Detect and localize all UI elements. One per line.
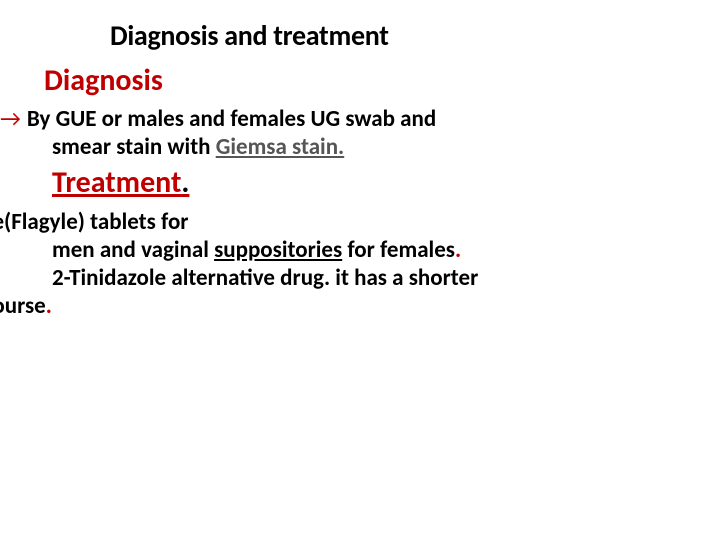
treatment-heading-dot: . (181, 164, 189, 201)
treatment-text-2a: men and vaginal (52, 236, 214, 264)
slide-title: Diagnosis and treatment (110, 18, 389, 53)
treatment-heading-text: Treatment (52, 164, 181, 201)
slide: Diagnosis and treatment Diagnosis →By GU… (0, 0, 720, 540)
diagnosis-line-2: smear stain with Giemsa stain. (52, 133, 344, 161)
treatment-line-4: ent course. (0, 292, 52, 320)
diagnosis-text-2a: smear stain with (52, 133, 216, 161)
red-period-2: . (46, 292, 52, 320)
diagnosis-text-1: By GUE or males and females UG swab and (27, 105, 436, 133)
heading-diagnosis: Diagnosis (44, 62, 163, 99)
treatment-text-2b: for females (342, 236, 455, 264)
diagnosis-line-1: →By GUE or males and females UG swab and (0, 105, 436, 133)
suppositories-term: suppositories (214, 236, 342, 264)
treatment-line-3: 2-Tinidazole alternative drug. it has a … (52, 264, 478, 292)
treatment-line-1: dazole(Flagyle) tablets for (0, 208, 189, 236)
giemsa-stain-term: Giemsa stain. (216, 133, 344, 161)
red-period-1: . (455, 236, 461, 264)
arrow-icon: → (0, 105, 27, 133)
treatment-line-2: men and vaginal suppositories for female… (52, 236, 461, 264)
treatment-text-4: ent course (0, 292, 46, 320)
heading-treatment: Treatment. (52, 164, 189, 201)
